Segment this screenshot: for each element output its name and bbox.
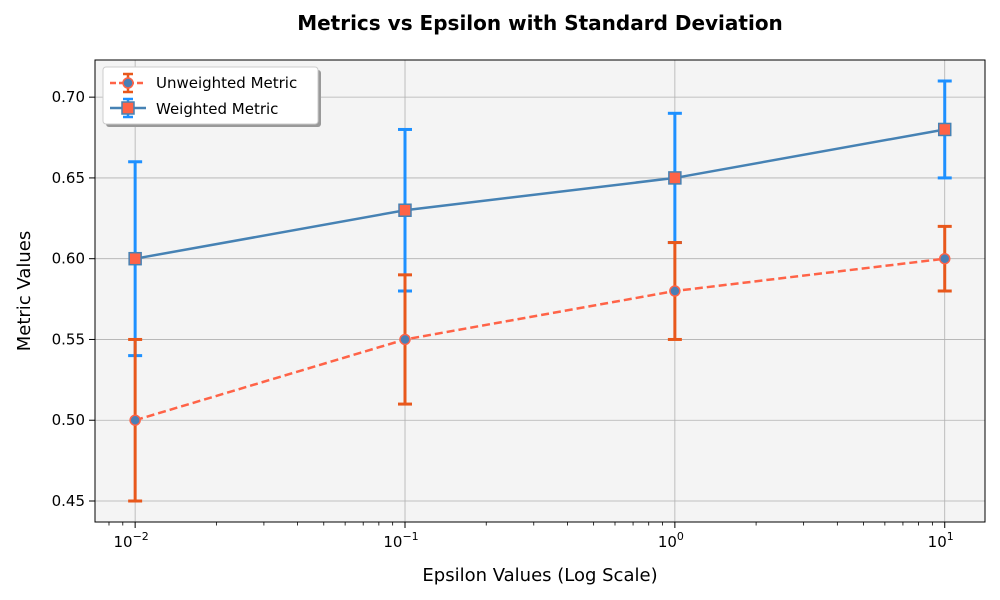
y-tick-label: 0.45	[52, 492, 85, 510]
data-point	[938, 252, 951, 265]
legend: Unweighted Metric Weighted Metric	[102, 66, 321, 127]
data-point	[668, 171, 682, 185]
data-point	[937, 122, 952, 137]
x-tick-label: 10−1	[383, 530, 418, 551]
y-tick-label: 0.65	[52, 169, 85, 187]
data-point	[122, 77, 134, 89]
series-unweighted	[128, 224, 952, 503]
x-tick-label: 101	[928, 530, 954, 551]
legend-box	[102, 66, 319, 125]
legend-label-weighted: Weighted Metric	[156, 100, 278, 118]
data-point	[129, 414, 141, 426]
x-tick-label: 100	[658, 530, 684, 551]
data-point	[128, 251, 142, 266]
data-point	[398, 203, 412, 217]
data-point	[399, 333, 411, 346]
legend-label-unweighted: Unweighted Metric	[156, 74, 297, 92]
chart-title: Metrics vs Epsilon with Standard Deviati…	[297, 11, 783, 35]
legend-entry-unweighted: Unweighted Metric	[110, 72, 297, 94]
plot-frame	[94, 59, 986, 523]
data-point	[669, 285, 681, 297]
y-tick-label: 0.60	[52, 250, 85, 268]
series-line	[134, 257, 945, 422]
data-point	[121, 101, 135, 115]
series-weighted	[128, 79, 952, 358]
y-tick-label: 0.55	[52, 330, 85, 348]
axes: 10−2 10−1 100 101 0.45 0.50 0.55 0.60 0.65 0.70	[52, 88, 954, 551]
y-tick-label: 0.50	[52, 411, 85, 429]
y-axis-label: Metric Values	[14, 231, 35, 352]
x-tick-label: 10−2	[113, 530, 148, 551]
series-layer	[128, 79, 952, 503]
y-tick-label: 0.70	[52, 88, 85, 106]
plot-area	[95, 60, 985, 522]
legend-entry-weighted: Weighted Metric	[110, 97, 278, 119]
series-line	[134, 128, 945, 260]
x-axis-label: Epsilon Values (Log Scale)	[422, 565, 657, 586]
